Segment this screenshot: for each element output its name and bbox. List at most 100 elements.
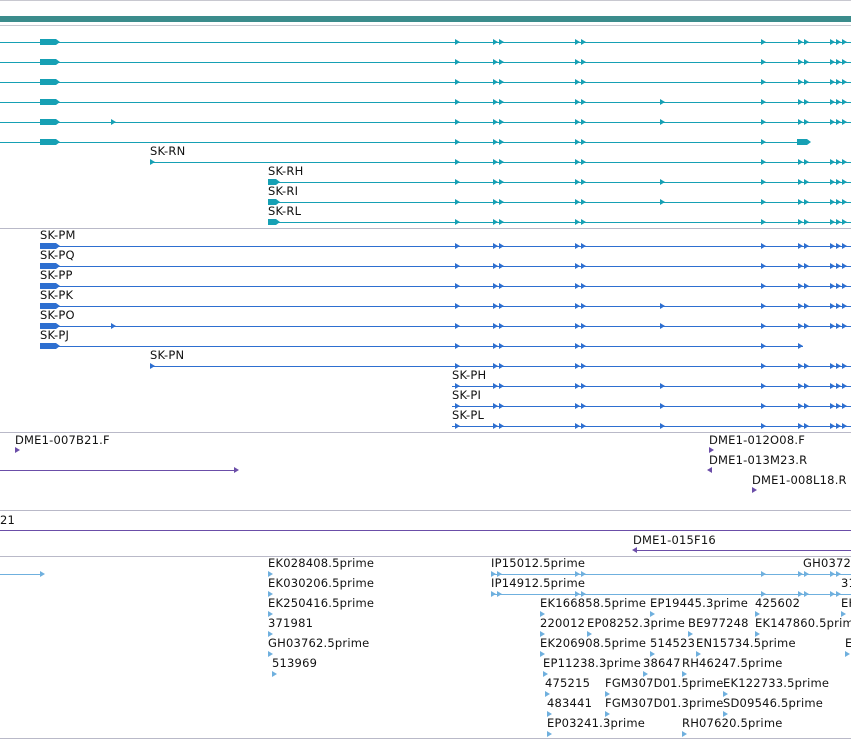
- transcript-label: SK-RH: [268, 164, 304, 178]
- transcript-line[interactable]: [0, 62, 851, 63]
- transcript-line[interactable]: [268, 182, 851, 183]
- exon-arrow-icon: [836, 283, 841, 289]
- exon-arrow-icon: [842, 363, 847, 369]
- exon-arrow-icon: [798, 243, 803, 249]
- exon-arrow-icon: [581, 323, 586, 329]
- exon-arrow-icon: [798, 323, 803, 329]
- exon-arrow-icon: [830, 159, 835, 165]
- transcript-line[interactable]: [40, 326, 851, 327]
- est-line[interactable]: [491, 574, 851, 575]
- transcript-line[interactable]: [268, 222, 851, 223]
- top-border-line: [0, 0, 851, 1]
- exon-arrow-icon: [499, 119, 504, 125]
- transcript-line[interactable]: [452, 386, 851, 387]
- exon-arrow-icon: [830, 243, 835, 249]
- transcript-label: SK-RL: [268, 204, 302, 218]
- exon-arrow-icon: [56, 243, 60, 249]
- exon-arrow-icon: [575, 39, 580, 45]
- transcript-line[interactable]: [452, 406, 851, 407]
- transcript-line[interactable]: [0, 102, 851, 103]
- exon-arrow-icon: [804, 403, 809, 409]
- transcript-line[interactable]: [40, 286, 851, 287]
- exon-arrow-icon: [842, 303, 847, 309]
- est-line[interactable]: [491, 594, 851, 595]
- est-label: FGM307D01.3prime: [605, 696, 724, 710]
- exon-arrow-icon: [798, 591, 803, 597]
- exon-arrow-icon: [804, 571, 809, 577]
- exon-arrow-icon: [836, 243, 841, 249]
- exon-arrow-icon: [493, 343, 498, 349]
- exon-block: [40, 139, 56, 145]
- transcript-line[interactable]: [40, 246, 851, 247]
- exon-arrow-icon: [830, 263, 835, 269]
- exon-arrow-icon: [798, 179, 803, 185]
- exon-arrow-icon: [581, 383, 586, 389]
- exon-arrow-icon: [493, 59, 498, 65]
- est-label: EK028408.5prime: [268, 556, 375, 570]
- exon-arrow-icon: [111, 119, 116, 125]
- est-label: EK166858.5prime: [540, 596, 647, 610]
- exon-arrow-icon: [56, 323, 60, 329]
- exon-arrow-icon: [761, 243, 766, 249]
- exon-arrow-icon: [455, 119, 460, 125]
- exon-arrow-icon: [575, 79, 580, 85]
- exon-arrow-icon: [830, 219, 835, 225]
- est-label: IP15012.5prime: [491, 556, 586, 570]
- exon-arrow-icon: [455, 403, 460, 409]
- transcript-line[interactable]: [0, 82, 851, 83]
- exon-arrow-icon: [761, 179, 766, 185]
- est-label: EK250416.5prime: [268, 596, 375, 610]
- exon-arrow-icon: [830, 423, 835, 429]
- exon-arrow-icon: [761, 383, 766, 389]
- exon-arrow-icon: [761, 119, 766, 125]
- exon-arrow-icon: [540, 651, 545, 657]
- clone-line[interactable]: [0, 470, 236, 471]
- exon-arrow-icon: [660, 99, 665, 105]
- est-label: 475215: [545, 676, 591, 690]
- est-label: RH46247.5prime: [682, 656, 783, 670]
- transcript-label: SK-PL: [452, 408, 485, 422]
- transcript-line[interactable]: [40, 266, 851, 267]
- exon-arrow-icon: [575, 303, 580, 309]
- transcript-line[interactable]: [0, 42, 851, 43]
- exon-arrow-icon: [575, 383, 580, 389]
- exon-arrow-icon: [836, 423, 841, 429]
- transcript-label: SK-PH: [452, 368, 487, 382]
- exon-arrow-icon: [761, 199, 766, 205]
- transcript-label: SK-PP: [40, 268, 73, 282]
- transcript-line[interactable]: [452, 426, 851, 427]
- transcript-label: SK-PQ: [40, 248, 75, 262]
- scaffold-line[interactable]: [636, 550, 851, 551]
- exon-arrow-icon: [493, 383, 498, 389]
- exon-arrow-icon: [761, 343, 766, 349]
- exon-block: [40, 59, 56, 65]
- exon-block: [268, 179, 276, 185]
- est-label: EP11238.3prime: [543, 656, 642, 670]
- exon-arrow-icon: [660, 179, 665, 185]
- transcript-label: SK-PN: [150, 348, 185, 362]
- exon-arrow-icon: [581, 159, 586, 165]
- exon-arrow-icon: [499, 139, 504, 145]
- transcript-line[interactable]: [40, 346, 803, 347]
- transcript-line[interactable]: [40, 306, 851, 307]
- exon-arrow-icon: [276, 179, 280, 185]
- exon-arrow-icon: [575, 99, 580, 105]
- scaffold-line[interactable]: [0, 530, 851, 531]
- exon-arrow-icon: [643, 671, 648, 677]
- exon-arrow-icon: [575, 323, 580, 329]
- gene-span-bar[interactable]: [0, 16, 851, 22]
- transcript-line[interactable]: [268, 202, 851, 203]
- transcript-line[interactable]: [0, 142, 808, 143]
- exon-arrow-icon: [842, 59, 847, 65]
- exon-arrow-icon: [455, 199, 460, 205]
- exon-arrow-icon: [581, 199, 586, 205]
- transcript-line[interactable]: [0, 122, 851, 123]
- exon-arrow-icon: [56, 119, 60, 125]
- exon-arrow-icon: [272, 671, 277, 677]
- exon-arrow-icon: [455, 99, 460, 105]
- exon-arrow-icon: [493, 303, 498, 309]
- exon-arrow-icon: [455, 159, 460, 165]
- exon-arrow-icon: [836, 159, 841, 165]
- est-line[interactable]: [0, 574, 42, 575]
- exon-arrow-icon: [798, 383, 803, 389]
